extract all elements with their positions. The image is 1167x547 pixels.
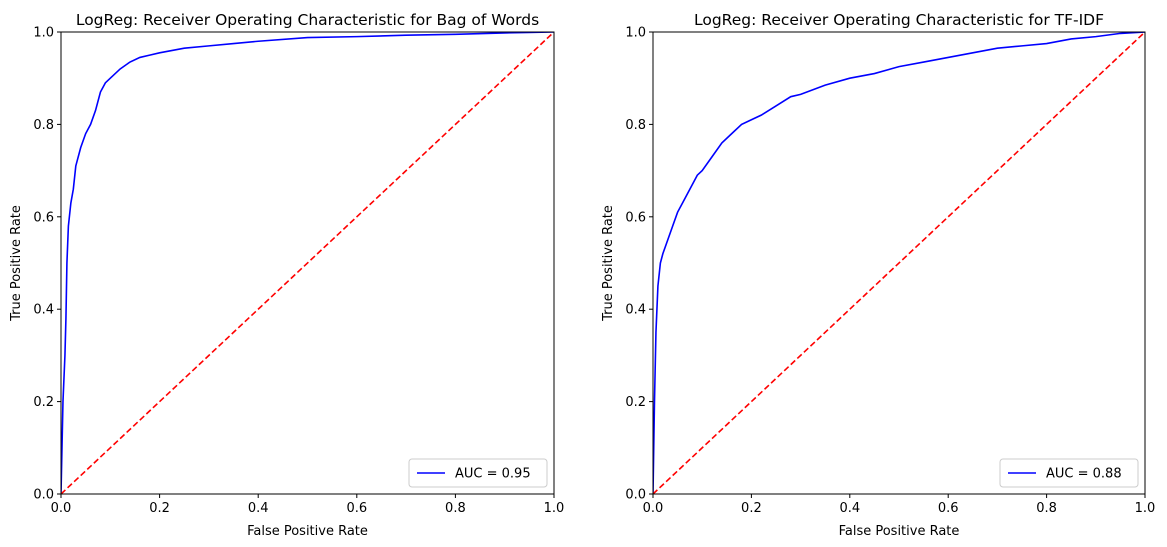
- x-tick-label: 0.4: [839, 501, 860, 516]
- roc-chart-1: LogReg: Receiver Operating Characteristi…: [9, 11, 564, 539]
- y-tick-label: 0.0: [625, 488, 646, 503]
- series-group: [653, 32, 1145, 494]
- legend: AUC = 0.95: [408, 458, 548, 488]
- y-tick-label: 0.0: [33, 488, 54, 503]
- series-group: [61, 32, 554, 494]
- y-tick-label: 0.2: [33, 395, 54, 410]
- y-tick-label: 1.0: [625, 26, 646, 41]
- x-tick-label: 0.0: [643, 501, 664, 516]
- x-tick-label: 0.4: [248, 501, 269, 516]
- x-tick-label: 1.0: [1135, 501, 1156, 516]
- x-tick-label: 0.2: [741, 501, 762, 516]
- roc-curve-line: [653, 32, 1145, 494]
- legend-label: AUC = 0.88: [1046, 467, 1122, 482]
- legend-label: AUC = 0.95: [455, 467, 531, 482]
- x-tick-label: 1.0: [544, 501, 565, 516]
- y-tick-label: 0.4: [625, 303, 646, 318]
- y-tick-label: 0.6: [33, 210, 54, 225]
- x-axis-label: False Positive Rate: [247, 524, 368, 539]
- y-tick-label: 0.8: [625, 118, 646, 133]
- y-axis-label: True Positive Rate: [9, 205, 24, 322]
- roc-chart-2: LogReg: Receiver Operating Characteristi…: [601, 11, 1155, 539]
- x-axis-label: False Positive Rate: [839, 524, 960, 539]
- chance-diagonal-line: [61, 32, 554, 494]
- y-tick-label: 0.4: [33, 303, 54, 318]
- x-tick-label: 0.0: [51, 501, 72, 516]
- x-tick-label: 0.8: [1036, 501, 1057, 516]
- y-axis-label: True Positive Rate: [601, 205, 616, 322]
- roc-curve-line: [61, 32, 554, 494]
- legend-box: [999, 458, 1139, 488]
- legend: AUC = 0.88: [999, 458, 1139, 488]
- chart-title: LogReg: Receiver Operating Characteristi…: [694, 11, 1104, 29]
- axes-frame: [652, 31, 1146, 495]
- legend-box: [408, 458, 548, 488]
- x-tick-label: 0.2: [149, 501, 170, 516]
- chance-diagonal-line: [653, 32, 1145, 494]
- x-tick-label: 0.6: [346, 501, 367, 516]
- x-tick-label: 0.6: [938, 501, 959, 516]
- chart-title: LogReg: Receiver Operating Characteristi…: [76, 11, 539, 29]
- axes-frame: [60, 31, 555, 495]
- y-tick-label: 0.8: [33, 118, 54, 133]
- x-tick-label: 0.8: [445, 501, 466, 516]
- y-tick-label: 0.2: [625, 395, 646, 410]
- y-tick-label: 1.0: [33, 26, 54, 41]
- y-tick-label: 0.6: [625, 210, 646, 225]
